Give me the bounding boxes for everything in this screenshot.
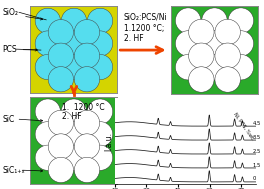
Circle shape bbox=[74, 19, 100, 45]
Circle shape bbox=[202, 31, 227, 56]
Text: SiO₂:PCS/Ni: SiO₂:PCS/Ni bbox=[124, 12, 167, 21]
Circle shape bbox=[202, 54, 227, 80]
Circle shape bbox=[48, 110, 73, 136]
Circle shape bbox=[35, 99, 60, 124]
Circle shape bbox=[35, 31, 60, 56]
Circle shape bbox=[48, 43, 73, 68]
Circle shape bbox=[175, 8, 201, 33]
Circle shape bbox=[61, 99, 87, 124]
Text: SiC₁₊ₓ: SiC₁₊ₓ bbox=[3, 166, 25, 175]
Circle shape bbox=[35, 8, 60, 33]
Y-axis label: I.a.u.: I.a.u. bbox=[105, 132, 114, 151]
Circle shape bbox=[74, 67, 100, 92]
Circle shape bbox=[175, 31, 201, 56]
Text: Ni, PCS, %wt.: Ni, PCS, %wt. bbox=[232, 111, 255, 141]
Circle shape bbox=[87, 145, 113, 170]
Circle shape bbox=[61, 122, 87, 147]
Circle shape bbox=[87, 8, 113, 33]
Text: 2. HF: 2. HF bbox=[124, 34, 143, 43]
Circle shape bbox=[35, 122, 60, 147]
Circle shape bbox=[35, 54, 60, 80]
Circle shape bbox=[74, 110, 100, 136]
Circle shape bbox=[87, 99, 113, 124]
Circle shape bbox=[228, 8, 254, 33]
Circle shape bbox=[48, 157, 73, 183]
Text: 2.5: 2.5 bbox=[253, 149, 261, 154]
Circle shape bbox=[228, 54, 254, 80]
Circle shape bbox=[48, 134, 73, 159]
Circle shape bbox=[215, 67, 241, 92]
Circle shape bbox=[61, 31, 87, 56]
Circle shape bbox=[188, 43, 214, 68]
Circle shape bbox=[74, 43, 100, 68]
Circle shape bbox=[215, 19, 241, 45]
Circle shape bbox=[35, 145, 60, 170]
Text: 4.5: 4.5 bbox=[253, 121, 261, 126]
Text: 2. HF: 2. HF bbox=[62, 112, 82, 122]
Circle shape bbox=[188, 19, 214, 45]
Text: 0: 0 bbox=[253, 177, 256, 181]
Text: 1.  1200 °C: 1. 1200 °C bbox=[62, 103, 105, 112]
Text: PCS: PCS bbox=[3, 45, 17, 54]
Text: 1.5: 1.5 bbox=[253, 163, 261, 168]
Circle shape bbox=[87, 31, 113, 56]
Circle shape bbox=[61, 145, 87, 170]
Circle shape bbox=[74, 134, 100, 159]
Circle shape bbox=[188, 67, 214, 92]
Text: SiC: SiC bbox=[3, 115, 15, 124]
Circle shape bbox=[87, 54, 113, 80]
Text: SiO₂: SiO₂ bbox=[3, 8, 19, 17]
Circle shape bbox=[202, 8, 227, 33]
Circle shape bbox=[48, 67, 73, 92]
Circle shape bbox=[215, 43, 241, 68]
Circle shape bbox=[175, 54, 201, 80]
Circle shape bbox=[48, 19, 73, 45]
Circle shape bbox=[61, 54, 87, 80]
Circle shape bbox=[61, 8, 87, 33]
Circle shape bbox=[228, 31, 254, 56]
Circle shape bbox=[87, 122, 113, 147]
Text: 1.1200 °C;: 1.1200 °C; bbox=[124, 24, 164, 33]
Circle shape bbox=[74, 157, 100, 183]
Text: 3.5: 3.5 bbox=[253, 135, 261, 140]
